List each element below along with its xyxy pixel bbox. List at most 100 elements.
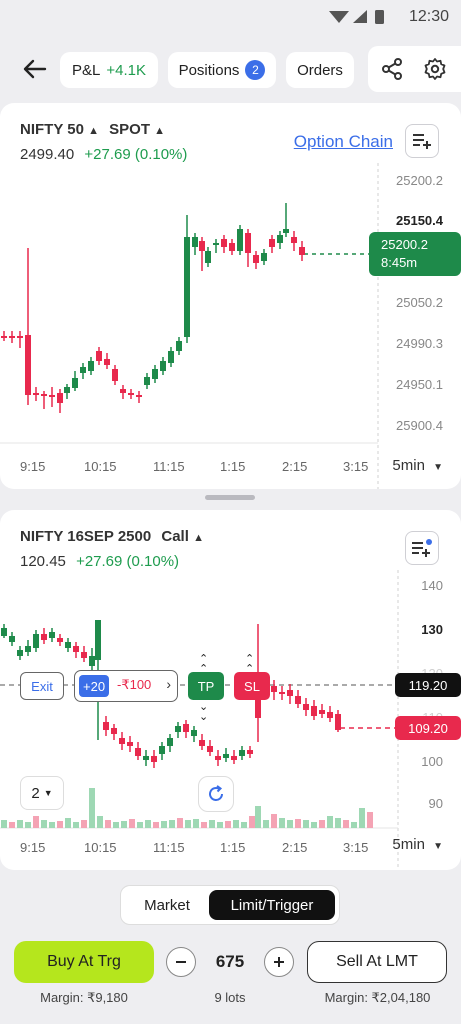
option-chain-link[interactable]: Option Chain — [293, 132, 393, 151]
candle — [175, 726, 181, 732]
option-price: 120.45 — [20, 553, 66, 570]
candle — [57, 393, 63, 403]
candle — [279, 692, 285, 694]
drag-up-icon[interactable]: ⌃ ⌃ — [245, 653, 255, 675]
quantity-value[interactable]: 675 — [215, 952, 245, 971]
pnl-tab[interactable]: P&L +4.1K — [60, 52, 158, 88]
candle — [176, 341, 182, 351]
candle — [1, 336, 7, 338]
y-tick: 24950.1 — [396, 377, 443, 392]
orders-tab[interactable]: Orders — [286, 52, 354, 88]
plus-icon — [274, 957, 284, 967]
candle — [119, 738, 125, 744]
drag-down-icon[interactable]: ⌄ ⌄ — [199, 701, 209, 723]
candle — [167, 738, 173, 746]
pnl-label: P&L — [72, 61, 101, 79]
pnl-value: +4.1K — [106, 61, 146, 79]
spot-symbol-selector[interactable]: NIFTY 50 ▲︎ SPOT ▲︎ — [20, 121, 165, 138]
signal-icon — [353, 10, 367, 23]
volume-bar — [169, 820, 175, 828]
refresh-button[interactable] — [198, 776, 234, 812]
candle — [128, 393, 134, 395]
volume-bar — [225, 821, 231, 828]
resize-handle[interactable] — [205, 495, 255, 500]
settings-button[interactable] — [423, 57, 447, 86]
wifi-icon — [329, 11, 349, 23]
candle — [291, 237, 297, 243]
drag-up-icon[interactable]: ⌃ ⌃ — [199, 653, 209, 675]
exit-button[interactable]: Exit — [20, 672, 64, 700]
x-tick: 11:15 — [153, 840, 185, 855]
candle — [237, 229, 243, 251]
candle — [199, 241, 205, 251]
volume-bar — [335, 818, 341, 828]
candle — [221, 239, 227, 247]
candle — [199, 740, 205, 746]
chart-count-dropdown[interactable]: 2 ▼ — [20, 776, 64, 810]
y-tick: 140 — [421, 578, 443, 593]
candle — [223, 754, 229, 758]
candle — [104, 359, 110, 365]
option-chart-card: NIFTY 16SEP 2500 Call ▲︎ 120.45 +27.69 (… — [0, 510, 461, 870]
orders-label: Orders — [297, 61, 343, 79]
limit-trigger-tab[interactable]: Limit/Trigger — [209, 890, 335, 920]
increase-qty-button[interactable] — [264, 947, 294, 977]
candle — [96, 351, 102, 361]
x-tick: 9:15 — [20, 459, 46, 474]
option-price-row: 120.45 +27.69 (0.10%) — [20, 553, 179, 570]
decrease-qty-button[interactable] — [166, 947, 196, 977]
option-symbol-selector[interactable]: NIFTY 16SEP 2500 Call ▲︎ — [20, 528, 204, 545]
candle — [277, 235, 283, 243]
add-indicator-button[interactable] — [405, 531, 439, 565]
volume-bar — [65, 818, 71, 828]
share-button[interactable] — [380, 57, 404, 86]
candle — [229, 243, 235, 251]
volume-bar — [73, 822, 79, 828]
volume-bar — [351, 822, 357, 828]
timeframe-selector[interactable]: 5min ▼ — [392, 457, 443, 474]
market-order-tab[interactable]: Market — [144, 896, 190, 914]
volume-bar — [263, 820, 269, 828]
candle — [80, 367, 86, 373]
candle — [245, 233, 251, 253]
candle — [33, 393, 39, 395]
candle — [127, 742, 133, 746]
candle — [261, 253, 267, 261]
tp-button[interactable]: TP — [188, 672, 224, 700]
position-info-box[interactable]: +20 -₹100 › — [74, 670, 178, 702]
candle — [283, 229, 289, 233]
sort-icon: ▲︎ — [88, 125, 99, 137]
arrow-left-icon — [23, 59, 47, 79]
candle — [303, 704, 309, 710]
spot-candle-chart[interactable] — [0, 103, 461, 489]
status-bar: 12:30 — [0, 0, 461, 34]
x-tick: 3:15 — [343, 459, 369, 474]
sl-button[interactable]: SL — [234, 672, 270, 700]
status-time: 12:30 — [408, 8, 449, 25]
positions-tab[interactable]: Positions 2 — [168, 52, 276, 88]
candle — [207, 746, 213, 752]
candle — [33, 634, 39, 648]
option-candle-chart[interactable] — [0, 510, 461, 870]
qty-change-badge: +20 — [79, 675, 110, 697]
sell-button[interactable]: Sell At LMT — [307, 941, 447, 983]
volume-bar — [271, 814, 277, 828]
candle — [319, 710, 325, 714]
buy-button[interactable]: Buy At Trg — [14, 941, 154, 983]
candle — [9, 636, 15, 642]
y-tick: 25200.2 — [396, 173, 443, 188]
add-indicator-button[interactable] — [405, 124, 439, 158]
option-symbol: NIFTY 16SEP 2500 — [20, 528, 152, 545]
volume-bar — [241, 822, 247, 828]
candle — [247, 750, 253, 754]
candle — [57, 638, 63, 642]
top-bar: P&L +4.1K Positions 2 Orders — [0, 46, 461, 92]
candle — [65, 642, 71, 648]
candle — [49, 395, 55, 397]
positions-count-badge: 2 — [245, 60, 266, 80]
candle — [112, 369, 118, 381]
back-button[interactable] — [18, 54, 52, 84]
candle — [41, 394, 47, 396]
candle — [25, 335, 31, 395]
timeframe-selector[interactable]: 5min ▼ — [392, 836, 443, 853]
